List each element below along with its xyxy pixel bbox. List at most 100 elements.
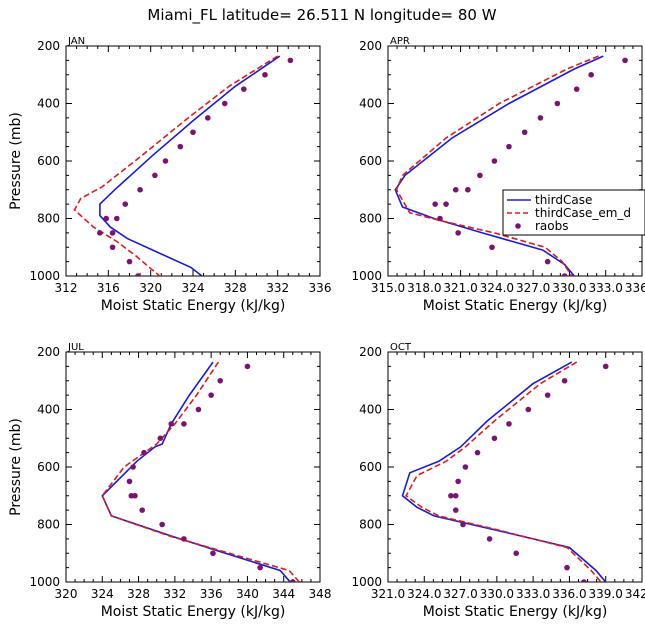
raobs-point: [506, 421, 512, 427]
figure-title: Miami_FL latitude= 26.511 N longitude= 8…: [147, 6, 496, 25]
raobs-point: [208, 392, 214, 398]
thirdcase-line: [401, 361, 607, 582]
y-tick-label: 200: [37, 39, 60, 53]
plot-frame: [65, 351, 321, 583]
raobs-point: [581, 579, 587, 582]
raobs-point: [132, 492, 138, 499]
panel-label: JUL: [67, 342, 84, 353]
thirdcase-em-line: [73, 55, 279, 276]
raobs-point: [126, 478, 133, 485]
raobs-point: [177, 143, 184, 150]
panel-jan: JAN 312 316 320 324 328 332 336 200 400 600 800 1000…: [8, 36, 331, 314]
raobs-point: [257, 564, 263, 571]
raobs-point: [489, 244, 495, 251]
x-axis-label: Moist Static Energy (kJ/kg): [101, 298, 286, 314]
x-tick-label: 320: [139, 281, 162, 295]
raobs-point: [622, 57, 628, 64]
raobs-point: [109, 244, 116, 251]
thirdcase-line: [99, 55, 281, 276]
raobs-point: [130, 464, 136, 470]
x-tick-label: 320: [55, 587, 78, 601]
plot-frame: [65, 45, 321, 277]
raobs-point: [452, 186, 459, 193]
thirdcase-em-line: [101, 361, 301, 582]
raobs-point: [460, 521, 466, 528]
raobs-point: [477, 172, 483, 179]
y-tick-label: 1000: [29, 269, 60, 283]
raobs-point: [455, 230, 461, 236]
y-tick-label: 400: [359, 97, 382, 111]
raobs-point: [221, 100, 228, 107]
y-tick-label: 1000: [351, 575, 382, 589]
x-tick-label: 321.0: [443, 281, 477, 295]
y-tick-label: 600: [359, 460, 382, 474]
raobs-point: [152, 172, 158, 179]
raobs-point: [159, 521, 165, 528]
raobs-point: [448, 492, 454, 499]
raobs-point: [217, 377, 224, 384]
raobs-point: [437, 215, 443, 222]
raobs-point: [521, 129, 528, 136]
y-tick-label: 800: [359, 518, 382, 532]
raobs-point: [195, 406, 202, 413]
raobs-point: [103, 215, 110, 222]
series-group: [101, 361, 301, 582]
raobs-point: [525, 406, 532, 413]
x-tick-label: 336.0: [552, 587, 586, 601]
raobs-point: [537, 115, 544, 121]
y-tick-label: 200: [359, 39, 382, 53]
raobs-point: [432, 201, 438, 207]
raobs-point: [573, 86, 580, 92]
y-tick-label: 800: [37, 212, 60, 226]
x-tick-label: 318.0: [407, 281, 441, 295]
y-tick-label: 600: [37, 460, 60, 474]
y-tick-label: 400: [359, 403, 382, 417]
y-tick-label: 800: [359, 212, 382, 226]
panel-label: JAN: [67, 36, 85, 47]
raobs-point: [465, 186, 471, 193]
x-tick-label: 333.0: [516, 587, 550, 601]
thirdcase-em-line: [395, 55, 599, 276]
x-tick-label: 330.0: [552, 281, 586, 295]
raobs-point: [168, 421, 175, 427]
raobs-point: [181, 421, 187, 427]
raobs-point: [544, 392, 551, 398]
x-tick-label: 332: [266, 281, 289, 295]
raobs-point: [122, 201, 129, 207]
raobs-point: [287, 57, 294, 64]
x-tick-label: 332: [163, 587, 186, 601]
y-tick-label: 200: [37, 345, 60, 359]
x-tick-label: 336: [309, 281, 332, 295]
raobs-point: [491, 435, 498, 442]
raobs-point: [241, 86, 247, 92]
thirdcase-line: [101, 361, 292, 582]
raobs-point: [205, 115, 211, 121]
raobs-point: [289, 579, 296, 582]
x-tick-label: 324.0: [407, 587, 441, 601]
y-tick-label: 1000: [351, 269, 382, 283]
panel-apr: APR 315.0 318.0 321.0 324.0 327.0 330.0 333.0 33…: [351, 36, 645, 314]
raobs-point: [491, 158, 498, 164]
x-tick-label: 344: [272, 587, 295, 601]
raobs-point: [513, 550, 520, 557]
x-axis-label: Moist Static Energy (kJ/kg): [423, 298, 608, 314]
x-tick-label: 327.0: [443, 587, 477, 601]
x-tick-label: 342.0: [625, 587, 645, 601]
x-tick-label: 316: [97, 281, 120, 295]
x-tick-label: 340: [236, 587, 259, 601]
legend-label: raobs: [535, 219, 569, 233]
raobs-point: [262, 71, 268, 78]
raobs-point: [141, 449, 147, 456]
x-tick-label: 328: [224, 281, 247, 295]
panel-jul: JUL 320 324 328 332 336 340 344 348 200 400 600 800 1…: [8, 342, 331, 620]
panel-label: OCT: [390, 342, 412, 353]
x-tick-label: 327.0: [516, 281, 550, 295]
raobs-point: [181, 536, 187, 542]
y-tick-label: 600: [37, 154, 60, 168]
x-tick-label: 333.0: [589, 281, 623, 295]
raobs-point: [602, 363, 609, 370]
y-tick-label: 800: [37, 518, 60, 532]
series-group: [394, 55, 628, 276]
